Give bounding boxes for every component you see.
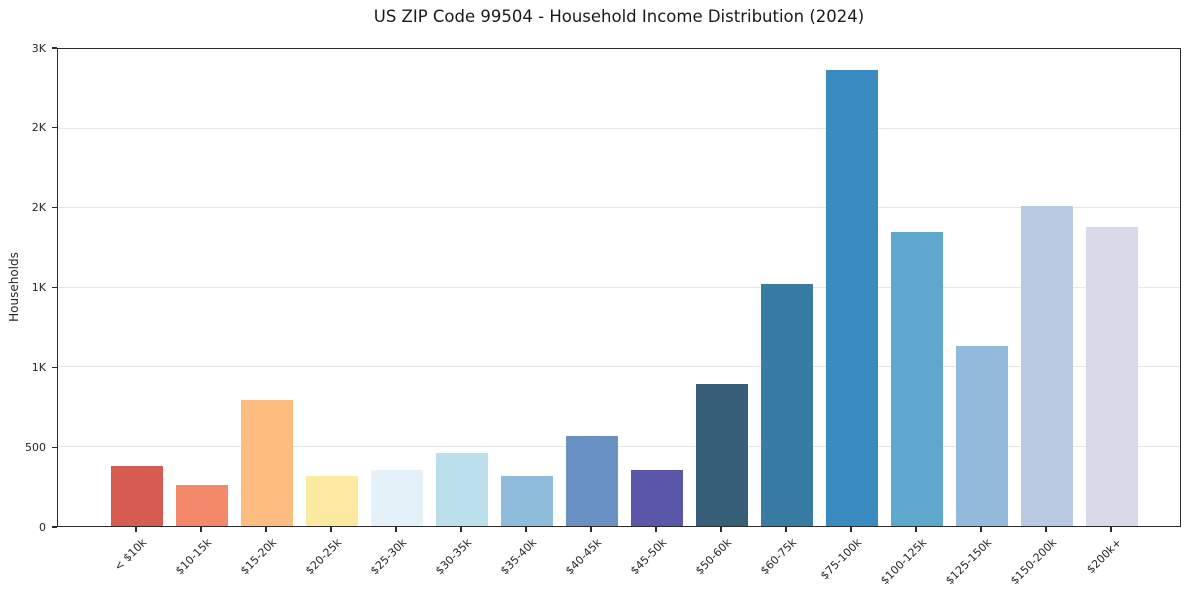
x-tick-mark (460, 527, 462, 532)
bar[interactable] (111, 466, 163, 526)
x-tick-label: < $10k (111, 536, 150, 574)
x-tick-mark (1110, 527, 1112, 532)
bar[interactable] (436, 452, 488, 526)
y-tick-mark (52, 47, 57, 49)
gridline (58, 207, 1180, 209)
x-tick-mark (980, 527, 982, 532)
bar[interactable] (826, 70, 878, 526)
gridline (58, 445, 1180, 447)
plot-area (57, 48, 1181, 527)
bar[interactable] (176, 484, 228, 526)
x-tick-label: $40-45k (562, 536, 605, 578)
bar[interactable] (891, 231, 943, 526)
bar[interactable] (241, 400, 293, 526)
bar[interactable] (1086, 227, 1138, 526)
x-tick-mark (785, 527, 787, 532)
y-tick-label: 3K (31, 41, 46, 55)
gridline (58, 286, 1180, 288)
x-tick-label: $150-200k (1008, 536, 1060, 588)
y-tick-mark (52, 286, 57, 289)
y-tick-mark (52, 526, 57, 528)
x-tick-mark (915, 527, 917, 532)
x-tick-label: $45-50k (627, 536, 670, 578)
x-tick-label: $75-100k (817, 536, 865, 583)
x-tick-mark (850, 527, 852, 532)
y-tick-mark (52, 127, 57, 129)
x-tick-label: $15-20k (237, 536, 280, 578)
bar[interactable] (956, 346, 1008, 526)
x-tick-label: $30-35k (432, 536, 475, 578)
x-tick-label: $25-30k (367, 536, 410, 578)
x-tick-mark (1045, 527, 1047, 532)
bar[interactable] (1021, 206, 1073, 526)
bar[interactable] (696, 383, 748, 526)
x-tick-label: $125-150k (943, 536, 995, 588)
bar[interactable] (566, 436, 618, 526)
x-tick-label: $50-60k (692, 536, 735, 578)
x-tick-mark (330, 527, 332, 532)
y-tick-mark (52, 207, 57, 209)
x-tick-mark (135, 527, 137, 532)
x-tick-label: $10-15k (172, 536, 215, 578)
x-tick-label: $20-25k (302, 536, 345, 578)
bar[interactable] (631, 470, 683, 526)
y-tick-label: 1K (31, 281, 46, 294)
bar[interactable] (306, 475, 358, 526)
chart-title: US ZIP Code 99504 - Household Income Dis… (373, 7, 865, 26)
y-tick-mark (52, 446, 57, 448)
x-tick-label: $60-75k (757, 536, 800, 578)
y-tick-label: 1K (31, 360, 46, 374)
x-tick-label: $200k+ (1084, 536, 1125, 577)
x-tick-mark (655, 527, 657, 532)
bar[interactable] (761, 284, 813, 526)
x-tick-label: $35-40k (497, 536, 540, 578)
bar[interactable] (501, 475, 553, 526)
bar[interactable] (371, 470, 423, 526)
y-tick-mark (52, 366, 57, 368)
y-tick-label: 2K (31, 201, 46, 215)
x-tick-mark (720, 527, 722, 532)
x-tick-mark (200, 527, 202, 532)
x-tick-mark (265, 527, 267, 532)
x-tick-mark (525, 527, 527, 532)
x-tick-mark (395, 527, 397, 532)
gridline (58, 127, 1180, 129)
y-tick-label: 0 (39, 520, 46, 534)
x-tick-label: $100-125k (878, 536, 930, 588)
gridline (58, 366, 1180, 368)
y-tick-label: 2K (31, 121, 46, 135)
y-tick-label: 500 (25, 440, 46, 454)
x-tick-mark (590, 527, 592, 532)
